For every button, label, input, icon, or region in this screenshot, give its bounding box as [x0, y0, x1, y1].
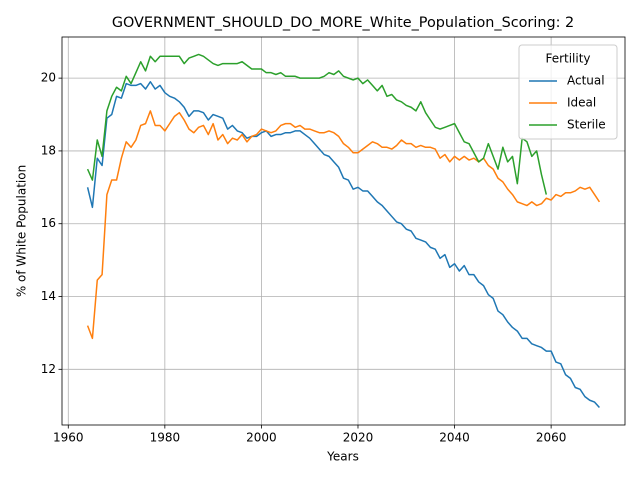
y-tick-label: 14 [41, 289, 56, 303]
legend-label: Actual [567, 74, 605, 88]
x-axis-label: Years [326, 450, 359, 464]
x-tick-label: 2040 [439, 431, 470, 445]
x-tick-label: 2000 [246, 431, 277, 445]
x-tick-label: 2060 [536, 431, 567, 445]
y-tick-label: 16 [41, 216, 56, 230]
x-tick-label: 2020 [343, 431, 374, 445]
chart-title: GOVERNMENT_SHOULD_DO_MORE_White_Populati… [112, 15, 574, 31]
legend-box [518, 44, 618, 140]
legend-label: Sterile [567, 118, 606, 132]
x-tick-label: 1960 [53, 431, 84, 445]
y-tick-label: 20 [41, 71, 56, 85]
y-tick-label: 18 [41, 143, 56, 157]
legend-label: Ideal [567, 96, 596, 110]
line-series [86, 53, 548, 195]
legend-title: Fertility [545, 52, 590, 66]
line-series [86, 110, 601, 340]
y-axis-label: % of White Population [15, 165, 29, 297]
line-series [86, 81, 600, 409]
axes-frame [61, 36, 626, 426]
y-tick-label: 12 [41, 362, 56, 376]
x-tick-label: 1980 [150, 431, 181, 445]
